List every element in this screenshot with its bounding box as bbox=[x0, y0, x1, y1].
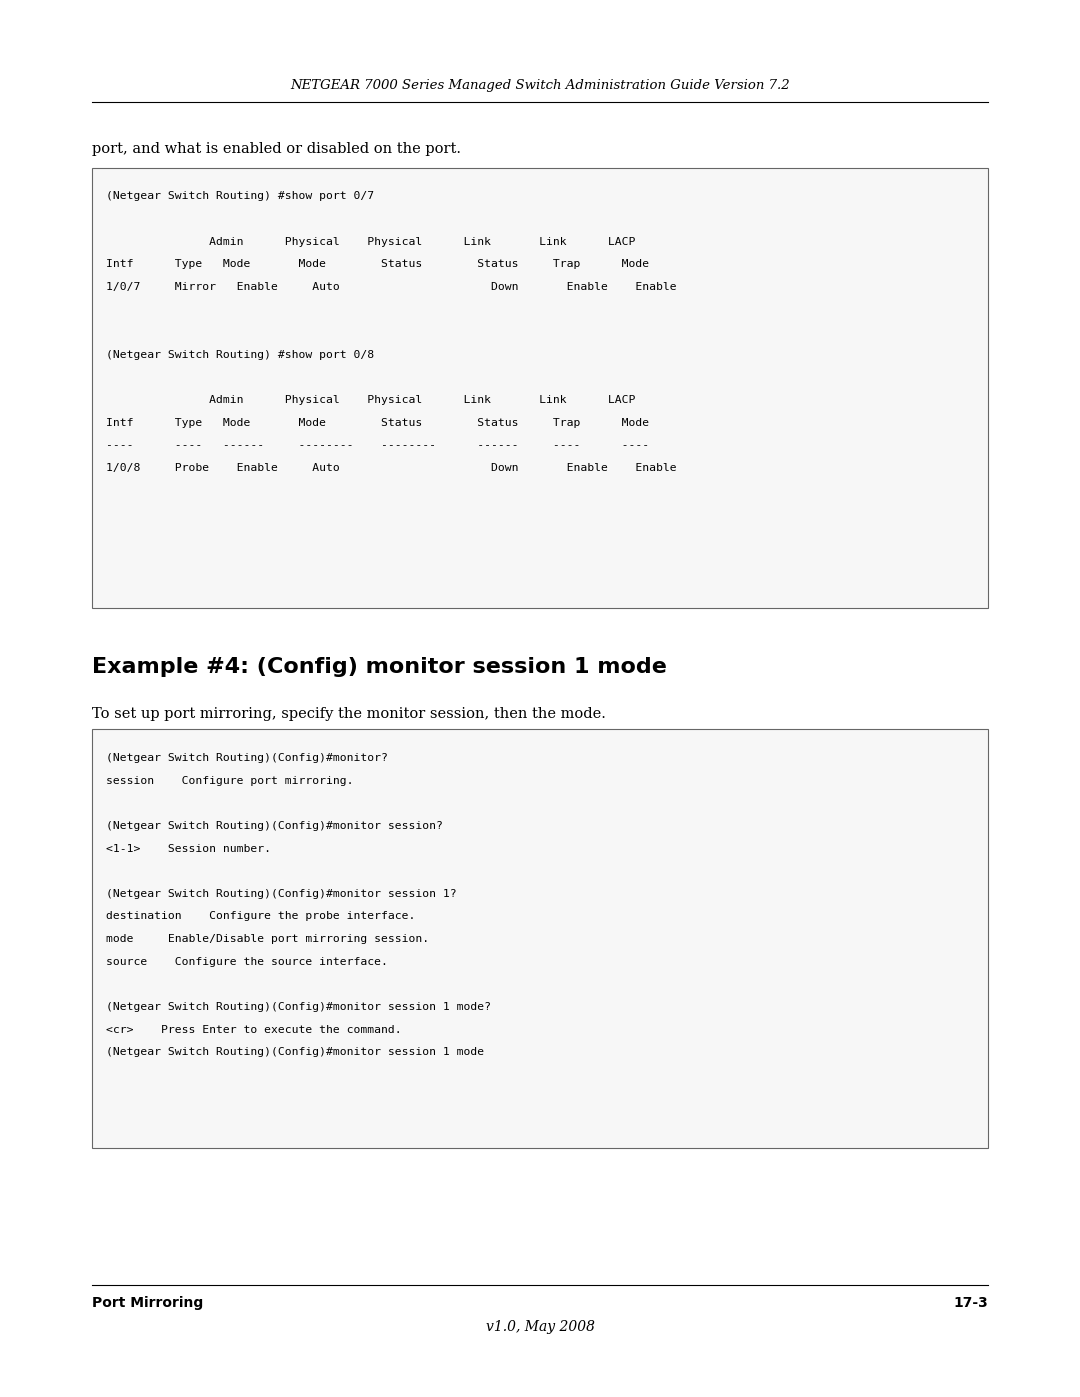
Text: <1-1>    Session number.: <1-1> Session number. bbox=[106, 844, 271, 854]
Text: Example #4: (Config) monitor session 1 mode: Example #4: (Config) monitor session 1 m… bbox=[92, 657, 666, 676]
Text: port, and what is enabled or disabled on the port.: port, and what is enabled or disabled on… bbox=[92, 142, 461, 156]
Text: destination    Configure the probe interface.: destination Configure the probe interfac… bbox=[106, 911, 415, 922]
Text: (Netgear Switch Routing)(Config)#monitor?: (Netgear Switch Routing)(Config)#monitor… bbox=[106, 753, 388, 763]
Text: (Netgear Switch Routing)(Config)#monitor session 1 mode: (Netgear Switch Routing)(Config)#monitor… bbox=[106, 1048, 484, 1058]
Text: Intf      Type   Mode       Mode        Status        Status     Trap      Mode: Intf Type Mode Mode Status Status Trap M… bbox=[106, 418, 649, 427]
Text: Intf      Type   Mode       Mode        Status        Status     Trap      Mode: Intf Type Mode Mode Status Status Trap M… bbox=[106, 260, 649, 270]
Text: ----      ----   ------     --------    --------      ------     ----      ----: ---- ---- ------ -------- -------- -----… bbox=[106, 440, 649, 450]
Text: Admin      Physical    Physical      Link       Link      LACP: Admin Physical Physical Link Link LACP bbox=[106, 395, 635, 405]
Text: (Netgear Switch Routing) #show port 0/8: (Netgear Switch Routing) #show port 0/8 bbox=[106, 349, 374, 360]
Text: v1.0, May 2008: v1.0, May 2008 bbox=[486, 1320, 594, 1334]
Text: Port Mirroring: Port Mirroring bbox=[92, 1296, 203, 1310]
Text: 1/0/8     Probe    Enable     Auto                      Down       Enable    Ena: 1/0/8 Probe Enable Auto Down Enable Ena bbox=[106, 462, 676, 474]
FancyBboxPatch shape bbox=[92, 729, 988, 1148]
Text: (Netgear Switch Routing) #show port 0/7: (Netgear Switch Routing) #show port 0/7 bbox=[106, 191, 374, 201]
Text: 17-3: 17-3 bbox=[954, 1296, 988, 1310]
Text: (Netgear Switch Routing)(Config)#monitor session 1?: (Netgear Switch Routing)(Config)#monitor… bbox=[106, 888, 457, 898]
Text: session    Configure port mirroring.: session Configure port mirroring. bbox=[106, 775, 353, 785]
Text: 1/0/7     Mirror   Enable     Auto                      Down       Enable    Ena: 1/0/7 Mirror Enable Auto Down Enable Ena bbox=[106, 282, 676, 292]
Text: mode     Enable/Disable port mirroring session.: mode Enable/Disable port mirroring sessi… bbox=[106, 935, 429, 944]
Text: (Netgear Switch Routing)(Config)#monitor session 1 mode?: (Netgear Switch Routing)(Config)#monitor… bbox=[106, 1002, 490, 1011]
Text: (Netgear Switch Routing)(Config)#monitor session?: (Netgear Switch Routing)(Config)#monitor… bbox=[106, 821, 443, 831]
Text: NETGEAR 7000 Series Managed Switch Administration Guide Version 7.2: NETGEAR 7000 Series Managed Switch Admin… bbox=[291, 80, 789, 92]
Text: To set up port mirroring, specify the monitor session, then the mode.: To set up port mirroring, specify the mo… bbox=[92, 707, 606, 721]
Text: source    Configure the source interface.: source Configure the source interface. bbox=[106, 957, 388, 967]
Text: <cr>    Press Enter to execute the command.: <cr> Press Enter to execute the command. bbox=[106, 1024, 402, 1035]
FancyBboxPatch shape bbox=[92, 168, 988, 608]
Text: Admin      Physical    Physical      Link       Link      LACP: Admin Physical Physical Link Link LACP bbox=[106, 236, 635, 247]
